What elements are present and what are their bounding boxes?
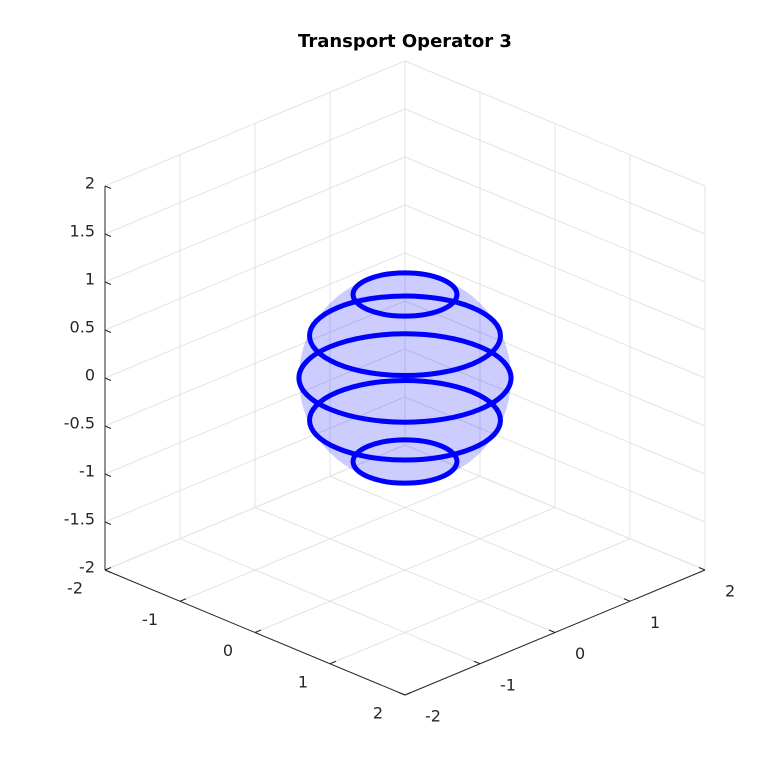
x-tick-label: 1 <box>298 672 308 691</box>
circle-line <box>350 270 460 319</box>
x-tick-label: -2 <box>67 579 83 598</box>
grid-line <box>404 252 706 379</box>
tick-mark <box>548 629 556 633</box>
grid-line <box>404 300 706 427</box>
z-tick-label: 2 <box>85 174 95 193</box>
tick-mark <box>473 660 481 665</box>
x-tick-label: -1 <box>142 610 158 629</box>
grid-line <box>104 156 406 283</box>
chart-title: Transport Operator 3 <box>298 31 512 52</box>
z-tick-label: 1 <box>85 270 95 289</box>
grid-line <box>404 156 706 283</box>
z-tick-label: -0.5 <box>64 414 95 433</box>
circle-line <box>307 377 503 463</box>
z-tick-label: 0 <box>85 366 95 385</box>
grid-line <box>329 475 631 602</box>
grid-line <box>104 252 406 379</box>
circle-line <box>350 437 460 486</box>
y-tick-label: -1 <box>500 675 516 694</box>
tick-mark <box>104 521 112 525</box>
tick-mark <box>104 185 112 189</box>
y-tick-label: 0 <box>575 644 585 663</box>
circle-line <box>296 331 514 425</box>
tick-mark <box>104 569 112 573</box>
tick-mark <box>104 329 112 333</box>
x-tick-label: 0 <box>223 641 233 660</box>
grid-line <box>404 108 706 235</box>
z-tick-label: -1.5 <box>64 510 95 529</box>
tick-mark <box>404 692 412 696</box>
grid-line <box>104 108 406 235</box>
grid-line <box>104 204 406 331</box>
tick-mark <box>104 473 112 477</box>
x-tick-label: 2 <box>373 704 383 723</box>
tick-mark <box>104 567 112 571</box>
tick-mark <box>623 598 631 602</box>
tick-mark <box>398 692 406 696</box>
tick-mark <box>104 281 112 285</box>
grid-line <box>179 538 481 665</box>
tick-mark <box>179 598 187 602</box>
tick-mark <box>698 567 706 571</box>
z-tick-label: -1 <box>79 462 95 481</box>
y-tick-label: -2 <box>425 707 441 726</box>
grid-line <box>104 300 406 427</box>
z-tick-label: -2 <box>79 558 95 577</box>
grid-line <box>254 507 556 633</box>
tick-mark <box>104 233 112 237</box>
y-tick-label: 1 <box>650 613 660 632</box>
grid-line <box>404 204 706 331</box>
tick-mark <box>104 377 112 381</box>
z-tick-label: 0.5 <box>70 318 95 337</box>
grid-line <box>404 60 706 187</box>
circle-line <box>307 293 503 379</box>
tick-mark <box>329 660 337 665</box>
tick-mark <box>104 425 112 429</box>
z-tick-label: 1.5 <box>70 222 95 241</box>
grid-line <box>104 60 406 187</box>
tick-mark <box>254 629 262 633</box>
y-tick-label: 2 <box>725 582 735 601</box>
